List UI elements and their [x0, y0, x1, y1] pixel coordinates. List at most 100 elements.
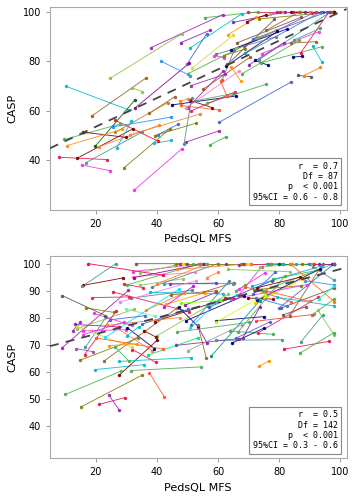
Point [59, 292, 65, 300]
Point [253, 294, 259, 302]
Point [106, 392, 112, 400]
Point [240, 260, 246, 268]
Point [163, 300, 169, 308]
Point [233, 44, 239, 52]
Point [184, 260, 190, 268]
Point [195, 322, 201, 330]
Point [332, 276, 337, 284]
Point [298, 49, 303, 57]
Point [244, 18, 250, 25]
Point [320, 310, 326, 318]
Point [242, 282, 248, 290]
Point [132, 96, 138, 104]
Point [311, 260, 317, 268]
Point [96, 143, 101, 151]
Point [180, 275, 185, 283]
Point [288, 298, 293, 306]
Point [218, 296, 224, 304]
Point [56, 154, 62, 162]
Point [175, 266, 180, 274]
Point [116, 323, 122, 331]
Point [82, 350, 87, 358]
Point [309, 310, 315, 318]
Point [242, 42, 247, 50]
Point [114, 144, 120, 152]
Point [236, 290, 242, 298]
Point [259, 50, 265, 58]
Point [181, 140, 187, 148]
Point [318, 64, 323, 72]
Point [129, 118, 134, 126]
Point [231, 278, 237, 286]
Point [120, 274, 126, 282]
Point [317, 24, 323, 32]
Point [161, 393, 167, 401]
Point [310, 263, 316, 271]
Point [268, 260, 273, 268]
Point [155, 130, 161, 138]
Point [190, 260, 196, 268]
Point [183, 104, 189, 112]
Point [309, 260, 315, 268]
Point [261, 324, 267, 332]
Point [198, 363, 204, 371]
Point [242, 50, 248, 58]
Point [195, 322, 200, 330]
Point [247, 53, 253, 61]
Point [177, 260, 182, 268]
Point [332, 8, 337, 16]
Point [225, 60, 230, 68]
Point [256, 56, 262, 64]
Point [153, 358, 159, 366]
Point [140, 371, 145, 379]
Point [126, 357, 131, 365]
Point [152, 344, 157, 352]
Point [149, 283, 155, 291]
Point [207, 141, 213, 149]
Point [152, 318, 157, 326]
Point [129, 84, 135, 92]
Point [177, 314, 183, 322]
Point [104, 322, 110, 330]
Point [236, 328, 241, 336]
Point [185, 60, 190, 68]
Point [241, 260, 247, 268]
Point [332, 284, 337, 292]
Point [59, 344, 65, 351]
Point [228, 64, 234, 72]
Point [209, 104, 215, 112]
Point [254, 296, 260, 304]
Point [273, 26, 279, 34]
Point [167, 124, 173, 132]
Point [189, 94, 195, 102]
Point [222, 294, 228, 302]
Point [174, 342, 179, 349]
Point [330, 260, 335, 268]
Point [280, 260, 286, 268]
Point [234, 39, 240, 47]
Point [265, 260, 270, 268]
Point [278, 304, 284, 312]
Point [182, 302, 187, 310]
Point [311, 260, 316, 268]
Point [169, 101, 174, 109]
Point [332, 328, 337, 336]
Point [127, 131, 133, 139]
Point [249, 282, 255, 290]
Point [220, 68, 226, 76]
Point [211, 52, 217, 60]
Point [202, 288, 207, 296]
Point [331, 260, 337, 268]
Point [319, 262, 325, 270]
Point [188, 354, 194, 362]
Point [92, 366, 98, 374]
Point [252, 56, 258, 64]
Point [110, 288, 116, 296]
Point [320, 260, 326, 268]
Point [272, 16, 277, 24]
Point [257, 297, 262, 305]
Point [230, 18, 236, 26]
Point [310, 42, 316, 50]
Point [275, 294, 280, 302]
Point [281, 38, 287, 46]
